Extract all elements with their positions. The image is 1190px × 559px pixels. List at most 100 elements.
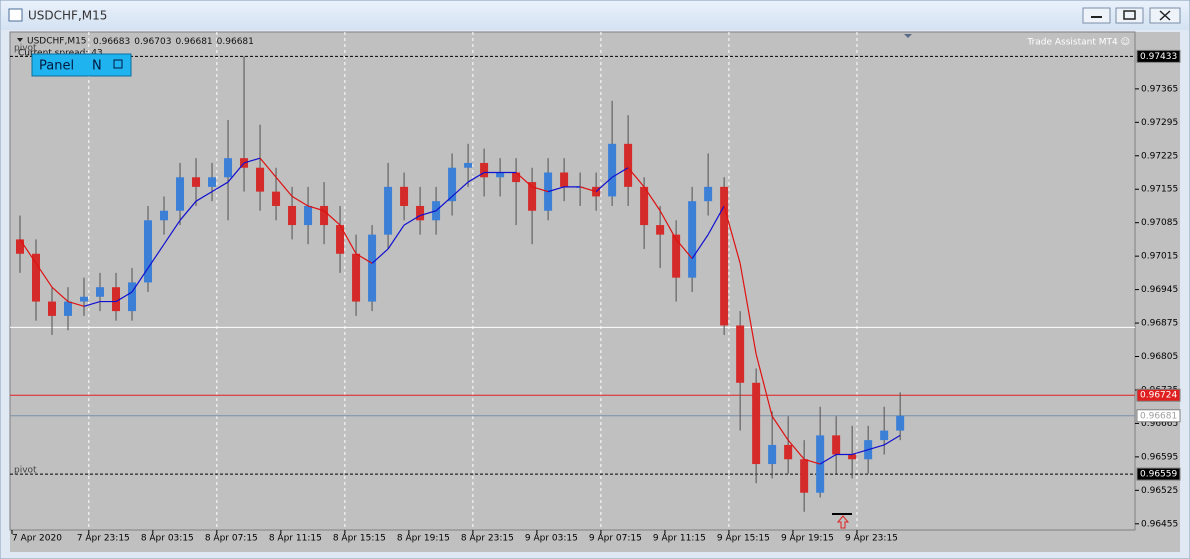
candle-body	[608, 143, 617, 197]
candle-body	[176, 177, 185, 211]
pivot-label: pivot	[14, 44, 37, 54]
candle-body	[688, 201, 697, 278]
price-tag-label: 0.96559	[1140, 470, 1177, 480]
moving-average	[547, 186, 565, 193]
moving-average	[579, 186, 597, 193]
x-tick-label: 7 Apr 2020	[12, 534, 62, 544]
candle-body	[96, 287, 105, 297]
candle-body	[752, 382, 761, 465]
maximize-button[interactable]	[1115, 7, 1144, 24]
candle-body	[768, 444, 777, 465]
x-tick-label: 8 Apr 23:15	[461, 534, 514, 544]
candle-body	[64, 301, 73, 316]
x-tick-label: 8 Apr 07:15	[205, 534, 258, 544]
moving-average	[611, 167, 629, 178]
moving-average	[771, 415, 789, 441]
moving-average	[259, 157, 277, 178]
candle-body	[48, 301, 57, 316]
moving-average	[243, 157, 261, 164]
candle-body	[672, 234, 681, 278]
candle-body	[352, 253, 361, 302]
moving-average	[883, 434, 901, 446]
candle-body	[624, 143, 633, 187]
candle-body	[512, 172, 521, 183]
x-tick-label: 9 Apr 07:15	[589, 534, 642, 544]
candle-body	[208, 177, 217, 187]
candle-body	[816, 435, 825, 493]
moving-average	[51, 286, 69, 302]
candle-body	[80, 296, 89, 302]
moving-average	[867, 444, 885, 451]
x-tick-label: 9 Apr 23:15	[845, 534, 898, 544]
moving-average	[371, 248, 389, 264]
moving-average	[819, 453, 837, 465]
price-tag-label: 0.97433	[1140, 52, 1177, 62]
moving-average	[147, 243, 165, 269]
moving-average	[467, 171, 485, 183]
y-tick-label: 0.97365	[1141, 84, 1178, 94]
candle-body	[224, 158, 233, 178]
window-title: USDCHF,M15	[28, 9, 107, 23]
moving-average	[451, 181, 469, 197]
candle-body	[272, 191, 281, 206]
candle-body	[16, 239, 25, 254]
moving-average	[595, 176, 613, 193]
chart-background	[10, 32, 1180, 552]
y-tick-label: 0.96875	[1141, 319, 1178, 329]
x-tick-label: 8 Apr 11:15	[269, 534, 322, 544]
candle-body	[400, 186, 409, 206]
header-prices: 0.96683 0.96703 0.96681 0.96681	[93, 37, 254, 47]
y-tick-label: 0.97155	[1141, 185, 1178, 195]
moving-average	[67, 300, 85, 307]
moving-average	[787, 439, 805, 460]
candle-body	[784, 444, 793, 460]
moving-average	[83, 300, 101, 307]
window-buttons[interactable]	[1082, 7, 1181, 24]
price-tag-label: 0.96681	[1140, 411, 1177, 421]
y-tick-label: 0.97015	[1141, 252, 1178, 262]
candle-body	[720, 186, 729, 326]
moving-average	[355, 253, 373, 264]
moving-average	[275, 176, 293, 197]
candle-body	[160, 210, 169, 221]
candle-body	[288, 205, 297, 226]
moving-average	[659, 210, 677, 240]
candle-body	[896, 415, 905, 431]
candle-body	[448, 167, 457, 202]
close-icon	[1159, 10, 1171, 21]
axes: 0.97365 0.97295 0.97225 0.97155 0.97085 0.970…	[11, 49, 1181, 544]
moving-average	[307, 205, 325, 212]
x-tick-label: 9 Apr 03:15	[525, 534, 578, 544]
candle-body	[192, 177, 201, 187]
moving-average	[227, 162, 245, 183]
minimize-button[interactable]	[1082, 7, 1111, 24]
moving-average	[643, 186, 661, 212]
moving-average	[35, 262, 53, 288]
candle-body	[320, 205, 329, 226]
candle-body	[416, 205, 425, 221]
x-tick-label: 9 Apr 11:15	[653, 534, 706, 544]
candle-body	[304, 205, 313, 226]
candle-body	[496, 172, 505, 178]
plot-border	[9, 31, 1136, 531]
moving-average	[19, 239, 37, 264]
x-tick-label: 7 Apr 23:15	[77, 534, 130, 544]
panel-button-bg[interactable]	[31, 53, 132, 77]
moving-average	[387, 224, 405, 250]
y-tick-label: 0.97295	[1141, 118, 1178, 128]
y-tick-label: 0.96455	[1141, 519, 1178, 529]
candle-body	[800, 459, 809, 493]
panel-button[interactable]: Panel N	[31, 53, 132, 77]
moving-average	[291, 195, 309, 207]
candle-body	[656, 225, 665, 235]
shift-marker	[904, 34, 912, 38]
candle-body	[736, 325, 745, 383]
candle-body	[112, 287, 121, 312]
moving-average	[323, 210, 341, 226]
candle-body	[880, 430, 889, 441]
moving-average	[707, 205, 725, 235]
moving-average	[803, 458, 821, 465]
price-tag-label: 0.96724	[1140, 391, 1177, 401]
window-icon	[8, 8, 23, 22]
